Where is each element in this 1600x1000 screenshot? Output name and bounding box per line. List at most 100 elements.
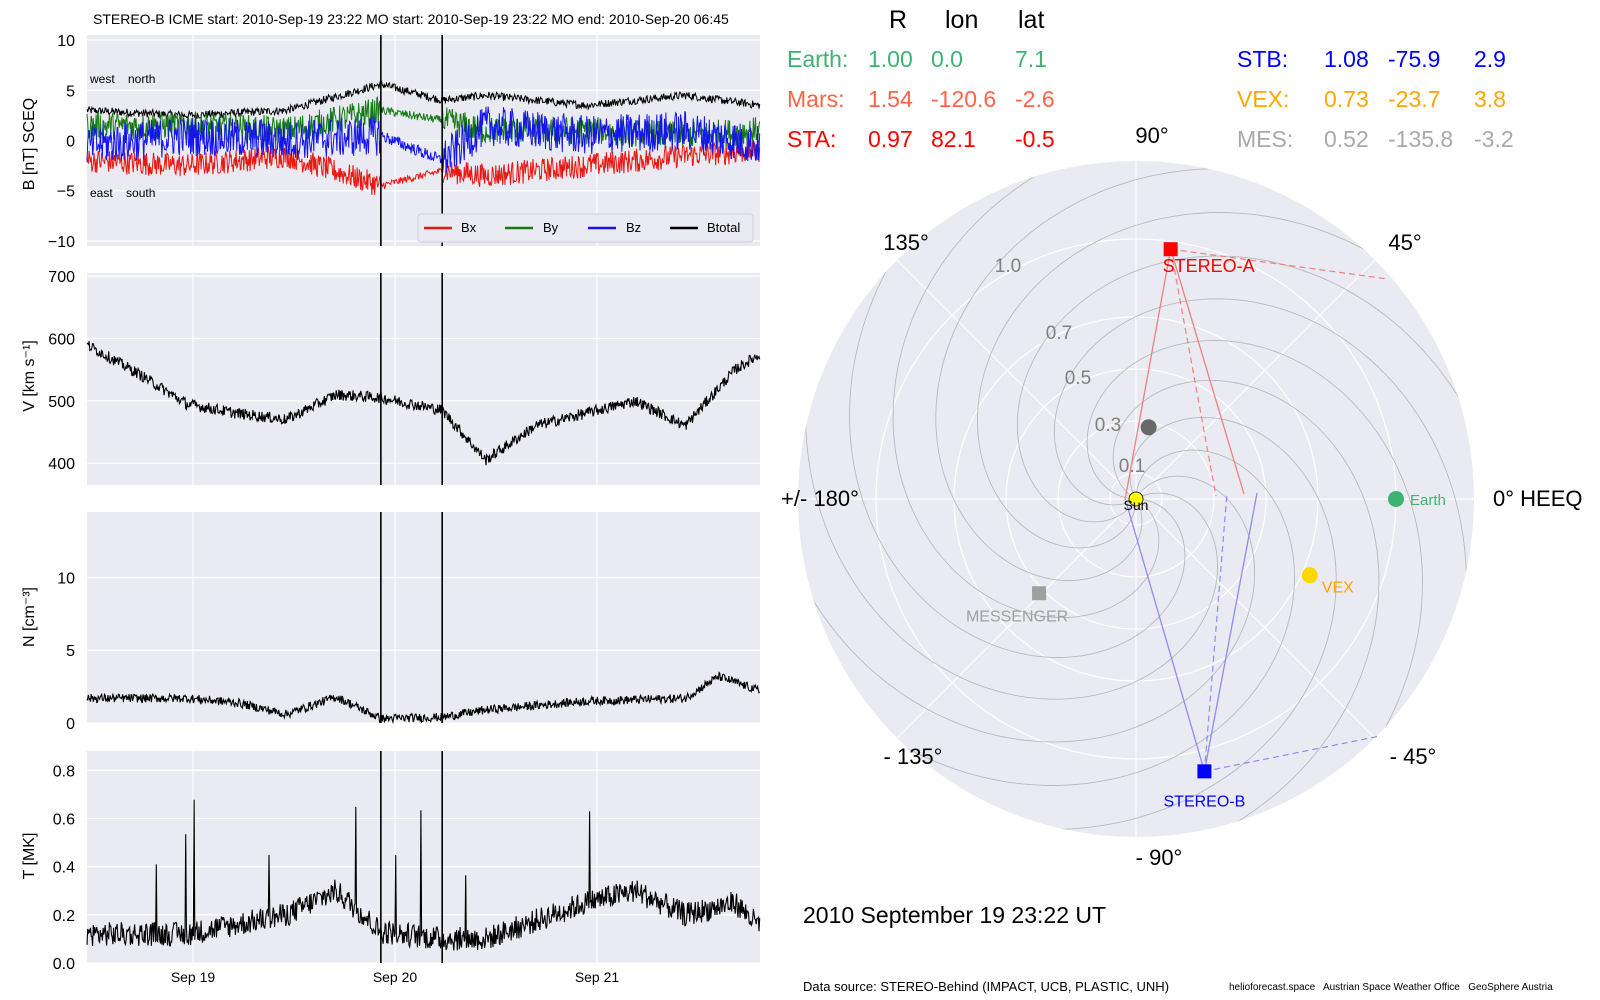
stb-fov-line [1203,492,1258,772]
position-left-lat: 7.1 [1015,46,1047,72]
marker-messenger [1032,586,1047,601]
b-annotation-top: west north [89,72,155,86]
parker-spirals [798,161,1474,837]
n-ylabel: N [cm⁻³] [21,587,38,647]
marker-label-stereo-b: STEREO-B [1164,793,1246,810]
legend-label-by: By [543,220,559,235]
y-tick-label: 0.4 [53,860,75,877]
plot-datetime: 2010 September 19 23:22 UT [803,902,1107,928]
legend-label-bz: Bz [626,220,641,235]
position-left-name: Earth: [787,46,849,72]
speed-panel: 700 600 500 400 [48,269,761,485]
position-left-lon: 0.0 [931,46,963,72]
position-left-R: 1.00 [868,46,913,72]
time-series-panels: STEREO-B ICME start: 2010-Sep-19 23:22 M… [21,11,761,985]
y-tick-label: 0.0 [53,956,75,973]
legend-label-bx: Bx [461,220,477,235]
y-tick-label: 10 [57,33,75,50]
marker-label-sun: Sun [1124,497,1149,513]
data-source: Data source: STEREO-Behind (IMPACT, UCB,… [803,979,1170,994]
y-tick-label: 0.2 [53,908,75,925]
polar-angle-label: - 45° [1390,744,1437,769]
instrument-fov-lines [1124,248,1389,772]
polar-angle-label: - 135° [884,744,943,769]
polar-radius-label: 1.0 [995,256,1021,277]
position-right-lon: -135.8 [1388,126,1454,152]
position-left-name: STA: [787,126,837,152]
position-right-lon: -75.9 [1388,46,1441,72]
marker-stereo-b [1197,764,1212,779]
position-left-R: 1.54 [868,86,913,112]
marker-label-earth: Earth [1410,492,1446,509]
y-tick-label: 0 [66,716,75,733]
parker-spiral-line [892,161,1160,619]
header-lon: lon [945,6,979,34]
series-line-t [86,799,761,951]
stb-fov-line [1126,504,1206,772]
parker-spiral-line [1112,379,1380,837]
parker-spiral-line [798,475,1256,743]
position-right-name: VEX: [1237,86,1290,112]
credits: helioforecast.space Austrian Space Weath… [1229,982,1553,993]
marker-vex [1301,567,1318,584]
time-tick-label: Sep 19 [171,969,216,985]
polar-angle-label: 45° [1388,230,1421,255]
y-tick-label: 400 [48,456,75,473]
b-field-panel: 10 5 0 −5 −10 [48,33,761,251]
polar-angle-label: - 90° [1136,845,1183,870]
sta-fov-line [1170,249,1245,495]
panel-background [87,512,760,723]
v-ylabel: V [km s⁻¹] [21,340,38,412]
parker-spiral-line [1086,340,1423,763]
position-right-lat: -3.2 [1474,126,1514,152]
position-right-R: 1.08 [1324,46,1369,72]
t-ylabel: T [MK] [21,833,38,880]
position-left-R: 0.97 [868,126,913,152]
heeq-polar-plot: 0.1 0.3 0.5 0.7 1.0 0° HEEQ 45° 90° 135° +/- 180°… [781,123,1582,870]
y-tick-label: 0 [66,134,75,151]
position-left-name: Mars: [787,86,845,112]
time-tick-label: Sep 20 [373,969,418,985]
y-tick-label: −10 [48,234,75,251]
marker-planet [1140,419,1157,436]
position-right-R: 0.52 [1324,126,1369,152]
marker-label-vex: VEX [1322,579,1354,596]
parker-spiral-line [1021,417,1337,830]
sta-fov-dashed [1170,249,1217,497]
y-tick-label: 0.8 [53,763,75,780]
parker-spiral-line [935,168,1251,581]
panel-background [87,273,760,485]
parker-spiral-line [805,384,1218,700]
stb-fov-dashed [1203,492,1228,772]
polar-angle-label: 0° HEEQ [1493,486,1583,511]
position-right-lon: -23.7 [1388,86,1441,112]
marker-earth [1388,491,1404,507]
position-right-name: MES: [1237,126,1294,152]
polar-radius-label: 0.1 [1119,456,1145,477]
parker-spiral-line [872,449,1295,786]
position-right-lat: 2.9 [1474,46,1506,72]
header-lat: lat [1018,6,1045,34]
polar-radius-label: 0.3 [1095,415,1121,436]
y-tick-label: 700 [48,269,75,286]
y-tick-label: 0.6 [53,811,75,828]
position-left-lon: 82.1 [931,126,976,152]
b-annotation-bottom: east south [90,186,155,200]
marker-label-messenger: MESSENGER [966,608,1068,625]
position-right-name: STB: [1237,46,1289,72]
time-tick-label: Sep 21 [575,969,620,985]
y-tick-label: 600 [48,331,75,348]
marker-label-stereo-a: STEREO-A [1163,256,1255,276]
series-line-n [86,671,761,725]
b-ylabel: B [nT] SCEQ [21,98,38,190]
series-line-v [86,341,761,466]
sta-fov-dashed [1170,248,1389,280]
sta-fov-line [1124,249,1172,501]
polar-angle-label: +/- 180° [781,486,859,511]
position-right-R: 0.73 [1324,86,1369,112]
y-tick-label: 5 [66,643,75,660]
parker-spiral-line [1016,255,1474,523]
polar-radius-label: 0.7 [1046,323,1072,344]
temperature-panel: 0.8 0.6 0.4 0.2 0.0 [53,751,761,973]
